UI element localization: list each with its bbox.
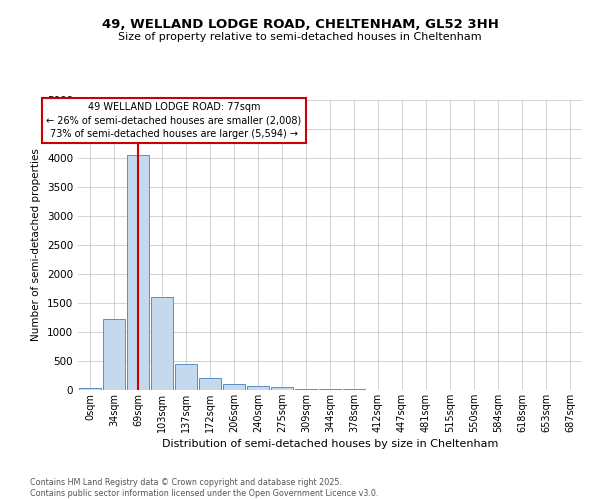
Text: Contains HM Land Registry data © Crown copyright and database right 2025.
Contai: Contains HM Land Registry data © Crown c… xyxy=(30,478,379,498)
Bar xyxy=(127,155,149,390)
Bar xyxy=(295,388,317,390)
Y-axis label: Number of semi-detached properties: Number of semi-detached properties xyxy=(31,148,41,342)
Bar xyxy=(319,389,341,390)
Bar xyxy=(79,388,101,390)
Bar xyxy=(175,364,197,390)
Bar xyxy=(151,297,173,390)
Bar xyxy=(103,319,125,390)
Bar xyxy=(271,387,293,390)
X-axis label: Distribution of semi-detached houses by size in Cheltenham: Distribution of semi-detached houses by … xyxy=(162,439,498,449)
Bar xyxy=(199,378,221,390)
Text: Size of property relative to semi-detached houses in Cheltenham: Size of property relative to semi-detach… xyxy=(118,32,482,42)
Text: 49, WELLAND LODGE ROAD, CHELTENHAM, GL52 3HH: 49, WELLAND LODGE ROAD, CHELTENHAM, GL52… xyxy=(101,18,499,30)
Text: 49 WELLAND LODGE ROAD: 77sqm
← 26% of semi-detached houses are smaller (2,008)
7: 49 WELLAND LODGE ROAD: 77sqm ← 26% of se… xyxy=(46,102,302,139)
Bar xyxy=(223,384,245,390)
Bar xyxy=(247,386,269,390)
